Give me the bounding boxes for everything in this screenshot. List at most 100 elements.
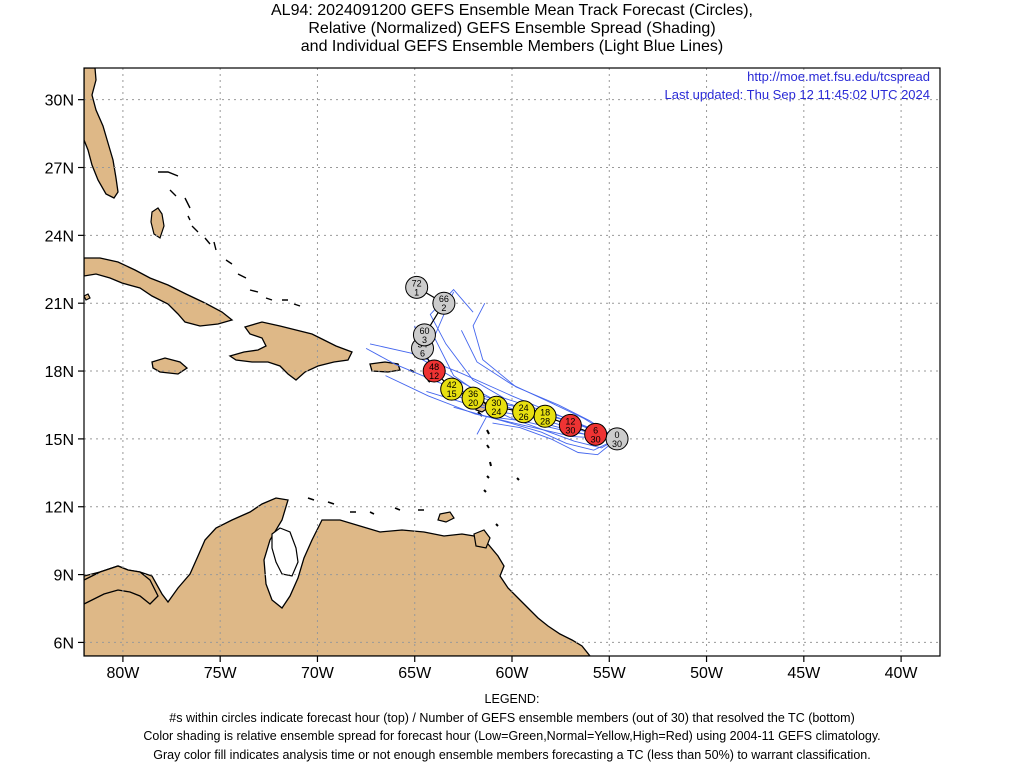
track-point: 662 xyxy=(432,291,456,315)
lon-tick-label: 75W xyxy=(204,665,238,682)
lon-tick-label: 65W xyxy=(398,665,432,682)
lat-tick-label: 9N xyxy=(54,568,74,585)
land-south-america xyxy=(84,497,591,656)
track-point-circle xyxy=(512,400,536,424)
track-point-hour: 24 xyxy=(519,403,529,413)
member-track-line xyxy=(492,422,618,456)
legend: LEGEND: #s within circles indicate forec… xyxy=(0,690,1024,764)
track-point-hour: 36 xyxy=(468,389,478,399)
lat-tick-label: 18N xyxy=(45,364,74,381)
land-panama xyxy=(84,565,159,605)
last-updated-text: Last updated: Thu Sep 12 11:45:02 UTC 20… xyxy=(665,87,931,102)
land-isle-youth xyxy=(84,293,91,301)
track-point-hour: 6 xyxy=(593,425,598,435)
land-cuba xyxy=(84,257,234,327)
lat-tick-label: 15N xyxy=(45,432,74,449)
track-point-circle xyxy=(412,323,436,347)
track-point-hour: 60 xyxy=(419,326,429,336)
legend-line-1: #s within circles indicate forecast hour… xyxy=(169,710,855,725)
land-florida xyxy=(84,68,119,199)
track-point-members: 6 xyxy=(420,348,425,358)
track-point-circle xyxy=(422,359,446,383)
track-point: 721 xyxy=(405,275,429,299)
land-abc-islands xyxy=(307,497,424,515)
track-point-hour: 0 xyxy=(615,430,620,440)
track-point-hour: 66 xyxy=(439,294,449,304)
track-point-members: 30 xyxy=(565,425,575,435)
lon-tick-label: 70W xyxy=(301,665,335,682)
member-track-line xyxy=(472,302,618,440)
lon-tick-label: 40W xyxy=(885,665,919,682)
land-layer xyxy=(84,68,591,656)
track-point-circle xyxy=(432,291,456,315)
lon-tick-label: 55W xyxy=(593,665,627,682)
land-turks xyxy=(282,299,301,307)
track-point: 030 xyxy=(605,427,629,451)
legend-line-3: Gray color fill indicates analysis time … xyxy=(153,747,871,762)
land-bahamas-andros xyxy=(150,207,165,239)
land-margarita xyxy=(437,511,455,523)
lat-tick-label: 30N xyxy=(45,93,74,110)
lat-tick-label: 27N xyxy=(45,161,74,178)
track-point-members: 26 xyxy=(519,412,529,422)
track-point-members: 30 xyxy=(591,434,601,444)
track-point: 630 xyxy=(584,422,608,446)
member-track-line xyxy=(449,393,618,449)
title-line-1: AL94: 2024091200 GEFS Ensemble Mean Trac… xyxy=(271,2,753,19)
mean-track-circles: 0306301230182824263024362042154812546603… xyxy=(405,275,629,451)
map-title: AL94: 2024091200 GEFS Ensemble Mean Trac… xyxy=(0,2,1024,56)
track-point-circle xyxy=(484,395,508,419)
track-point-hour: 12 xyxy=(565,416,575,426)
track-point-members: 30 xyxy=(612,439,622,449)
lon-tick-label: 45W xyxy=(787,665,821,682)
track-point-hour: 30 xyxy=(491,398,501,408)
lat-tick-label: 24N xyxy=(45,228,74,245)
lon-tick-label: 80W xyxy=(106,665,140,682)
track-point-circle xyxy=(440,377,464,401)
land-lake-maracaibo xyxy=(271,527,299,577)
legend-heading: LEGEND: xyxy=(484,692,540,706)
legend-line-2: Color shading is relative ensemble sprea… xyxy=(143,729,881,743)
source-url-link[interactable]: http://moe.met.fsu.edu/tcspread xyxy=(747,69,930,84)
track-point: 603 xyxy=(412,323,436,347)
track-point-members: 24 xyxy=(491,407,501,417)
track-point-members: 2 xyxy=(441,303,446,313)
member-track-line xyxy=(385,375,618,440)
land-hispaniola xyxy=(228,321,353,381)
track-point-hour: 48 xyxy=(429,362,439,372)
lat-tick-label: 12N xyxy=(45,500,74,517)
track-point-circle xyxy=(558,413,582,437)
track-point-hour: 42 xyxy=(447,380,457,390)
track-point-circle xyxy=(405,275,429,299)
lon-tick-label: 60W xyxy=(496,665,530,682)
lon-tick-label: 50W xyxy=(690,665,724,682)
track-point-members: 1 xyxy=(414,287,419,297)
track-point-hour: 18 xyxy=(540,407,550,417)
title-line-2: Relative (Normalized) GEFS Ensemble Spre… xyxy=(308,20,716,37)
grid-lines xyxy=(84,68,940,656)
land-bahamas-1 xyxy=(158,171,273,301)
lat-tick-label: 6N xyxy=(54,635,74,652)
track-point-members: 3 xyxy=(422,335,427,345)
land-jamaica xyxy=(151,357,189,375)
land-trinidad xyxy=(473,529,491,549)
axis-ticks: 80W 75W 70W 65W 60W 55W 50W 45W 40W 30N 27N 24N 21N 1… xyxy=(45,93,919,682)
track-point-members: 15 xyxy=(447,389,457,399)
track-point-members: 20 xyxy=(468,398,478,408)
track-point-circle xyxy=(584,422,608,446)
track-point-circle xyxy=(461,386,485,410)
lat-tick-label: 21N xyxy=(45,296,74,313)
track-point-hour: 72 xyxy=(412,278,422,288)
land-puerto-rico xyxy=(369,361,401,373)
title-line-3: and Individual GEFS Ensemble Members (Li… xyxy=(300,38,724,55)
track-point-members: 28 xyxy=(540,416,550,426)
track-point-members: 12 xyxy=(429,371,439,381)
